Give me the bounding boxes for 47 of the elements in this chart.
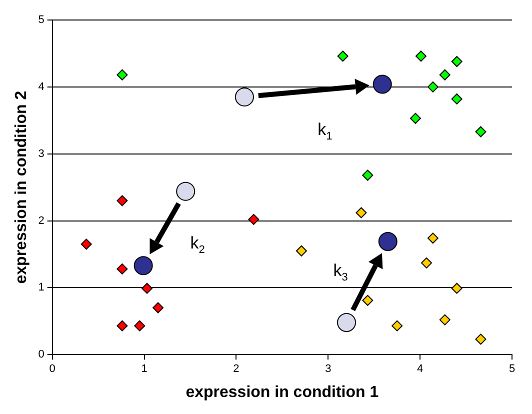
x-tick-label: 0 (49, 363, 56, 376)
y-tick-label: 2 (38, 214, 44, 227)
point (80, 238, 92, 250)
x-tick-label: 2 (233, 363, 240, 376)
x-axis-title: expression in condition 1 (186, 384, 379, 401)
point (142, 282, 153, 294)
point (427, 232, 438, 244)
point (451, 282, 462, 294)
point (134, 256, 153, 276)
point (362, 170, 374, 181)
point (116, 320, 128, 332)
point (116, 195, 128, 206)
point (475, 126, 486, 138)
y-tick-label: 5 (38, 14, 44, 26)
point (248, 214, 260, 225)
point (152, 302, 164, 314)
point (234, 87, 254, 106)
point (337, 312, 356, 332)
point (451, 56, 462, 67)
point (451, 93, 462, 104)
point (116, 69, 128, 80)
point (372, 74, 392, 94)
point (134, 320, 146, 332)
point (410, 112, 421, 124)
x-tick-label: 1 (141, 363, 148, 376)
x-tick-label: 3 (325, 363, 332, 376)
x-tick-label: 5 (508, 363, 516, 376)
point (421, 257, 432, 268)
y-tick-label: 0 (38, 348, 44, 361)
y-tick-label: 1 (38, 282, 44, 294)
point (392, 320, 403, 332)
point (427, 81, 438, 92)
point (116, 263, 128, 274)
point (337, 50, 348, 62)
point (439, 69, 450, 80)
point (439, 314, 450, 326)
point (475, 334, 486, 345)
y-axis-title: expression in condition 2 (13, 90, 30, 284)
point (362, 294, 374, 306)
point (378, 232, 398, 252)
x-tick-label: 4 (417, 363, 424, 376)
point (176, 182, 196, 201)
point (356, 207, 367, 218)
point (415, 50, 426, 62)
y-tick-label: 3 (38, 148, 44, 160)
point (296, 245, 307, 256)
y-tick-label: 4 (38, 80, 44, 93)
